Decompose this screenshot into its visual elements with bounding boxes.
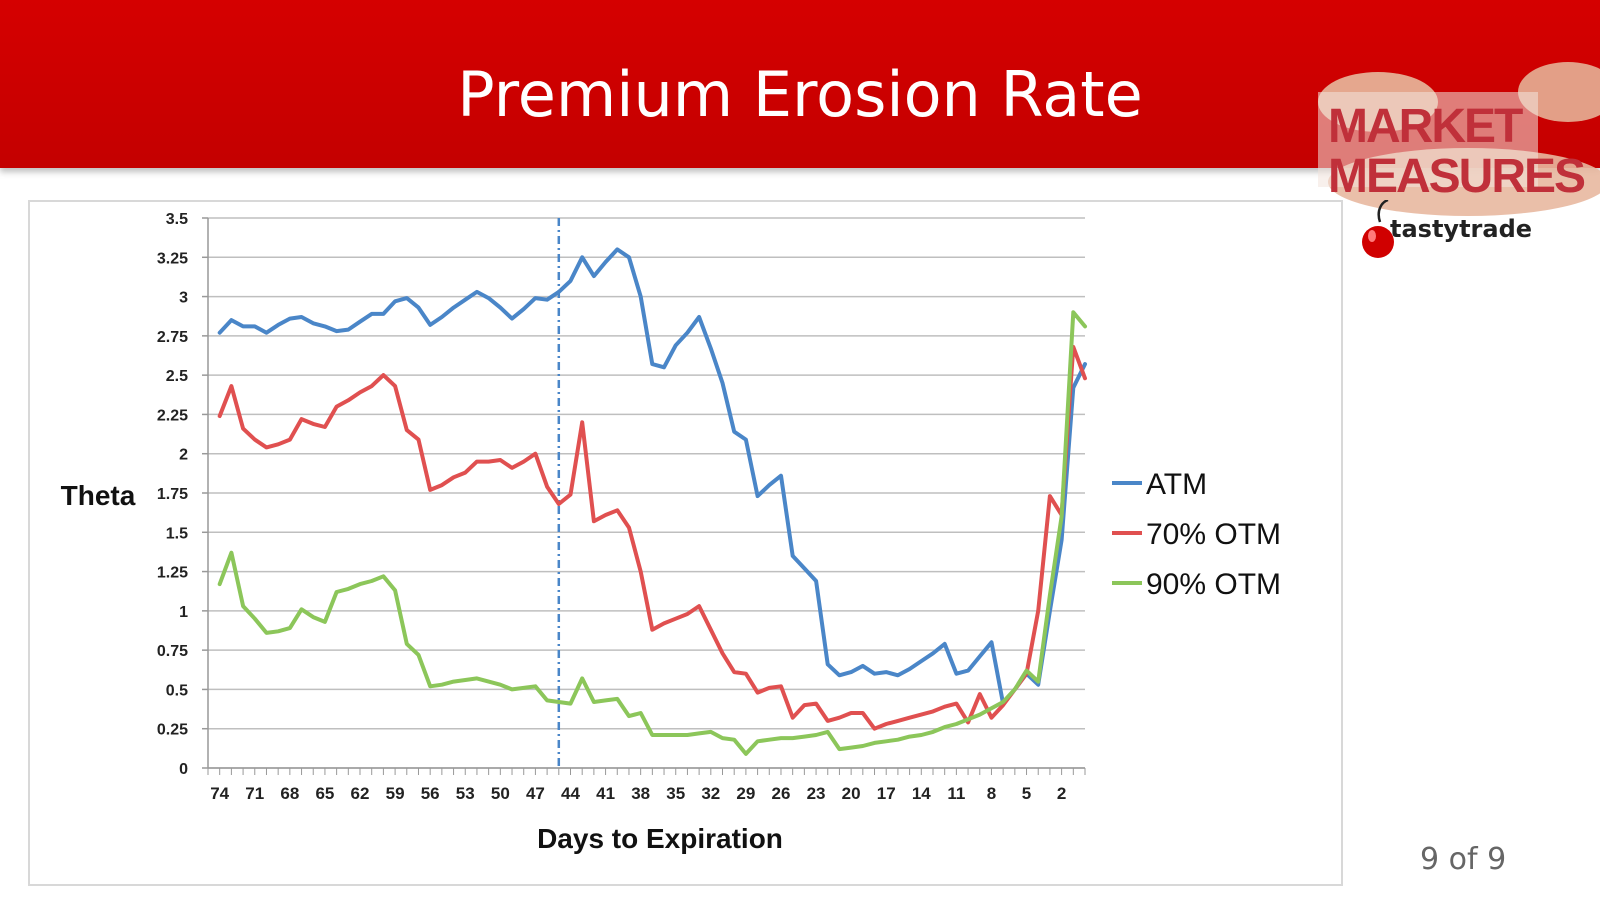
market-measures-logo: MARKET MEASURES bbox=[1318, 62, 1600, 216]
x-tick-label: 23 bbox=[807, 784, 826, 803]
x-tick-label: 20 bbox=[842, 784, 861, 803]
x-tick-label: 17 bbox=[877, 784, 896, 803]
series-lines bbox=[217, 247, 1087, 756]
x-tick-label: 41 bbox=[596, 784, 615, 803]
x-tick-label: 71 bbox=[245, 784, 264, 803]
tastytrade-logo bbox=[1362, 200, 1394, 258]
y-tick-label: 2.75 bbox=[157, 329, 188, 346]
x-tick-label: 56 bbox=[421, 784, 440, 803]
x-tick-label: 14 bbox=[912, 784, 931, 803]
y-axis-label: Theta bbox=[61, 480, 136, 511]
grid-lines bbox=[202, 217, 1086, 775]
chart-frame bbox=[28, 200, 1343, 886]
y-tick-label: 2 bbox=[179, 447, 188, 464]
x-tick-label: 32 bbox=[701, 784, 720, 803]
x-tick-label: 59 bbox=[386, 784, 405, 803]
x-tick-label: 26 bbox=[772, 784, 791, 803]
series-line-atm bbox=[217, 247, 1087, 706]
x-tick-label: 38 bbox=[631, 784, 650, 803]
y-tick-label: 1.75 bbox=[157, 486, 188, 503]
series-line-90-otm bbox=[217, 310, 1087, 756]
y-tick-label: 1.5 bbox=[166, 525, 188, 542]
x-tick-label: 50 bbox=[491, 784, 510, 803]
x-axis-label: Days to Expiration bbox=[537, 823, 783, 854]
x-tick-label: 53 bbox=[456, 784, 475, 803]
y-tick-label: 0.5 bbox=[166, 682, 188, 699]
y-tick-label: 2.5 bbox=[166, 368, 188, 385]
legend-label: 70% OTM bbox=[1146, 518, 1281, 551]
page-number: 9 of 9 bbox=[1420, 842, 1507, 877]
y-tick-labels: 0 0.25 0.5 0.75 1 1.25 1.5 1.75 2 2.25 2.5 2.75 3 3.2… bbox=[157, 211, 188, 778]
legend-label: ATM bbox=[1146, 468, 1207, 501]
y-tick-label: 0.75 bbox=[157, 643, 188, 660]
y-tick-label: 3.25 bbox=[157, 250, 188, 267]
x-tick-label: 47 bbox=[526, 784, 545, 803]
x-tick-label: 62 bbox=[351, 784, 370, 803]
x-tick-label: 5 bbox=[1022, 784, 1031, 803]
svg-text:MEASURES: MEASURES bbox=[1328, 150, 1585, 203]
y-tick-label: 3.5 bbox=[166, 211, 188, 228]
y-tick-label: 3 bbox=[179, 290, 188, 307]
slide-title: Premium Erosion Rate bbox=[457, 58, 1143, 131]
series-line-70-otm bbox=[217, 344, 1087, 731]
x-tick-label: 68 bbox=[280, 784, 299, 803]
x-tick-label: 2 bbox=[1057, 784, 1066, 803]
x-tick-label: 35 bbox=[666, 784, 685, 803]
y-tick-label: 1 bbox=[179, 604, 188, 621]
y-tick-label: 1.25 bbox=[157, 565, 188, 582]
x-tick-label: 11 bbox=[947, 784, 965, 803]
y-tick-label: 0.25 bbox=[157, 722, 188, 739]
x-tick-labels: 74 71 68 65 62 59 56 53 50 47 44 41 38 35 32 29 26 23 20 17… bbox=[210, 784, 1066, 803]
svg-text:MARKET: MARKET bbox=[1328, 100, 1523, 153]
legend-label: 90% OTM bbox=[1146, 568, 1281, 601]
y-tick-label: 2.25 bbox=[157, 407, 188, 424]
y-tick-label: 0 bbox=[179, 761, 188, 778]
tastytrade-wordmark: tastytrade bbox=[1390, 215, 1533, 243]
x-tick-label: 29 bbox=[736, 784, 755, 803]
legend: ATM 70% OTM 90% OTM bbox=[1112, 468, 1281, 601]
x-tick-label: 74 bbox=[210, 784, 229, 803]
x-tick-label: 44 bbox=[561, 784, 580, 803]
x-tick-label: 65 bbox=[315, 784, 334, 803]
x-tick-label: 8 bbox=[987, 784, 996, 803]
